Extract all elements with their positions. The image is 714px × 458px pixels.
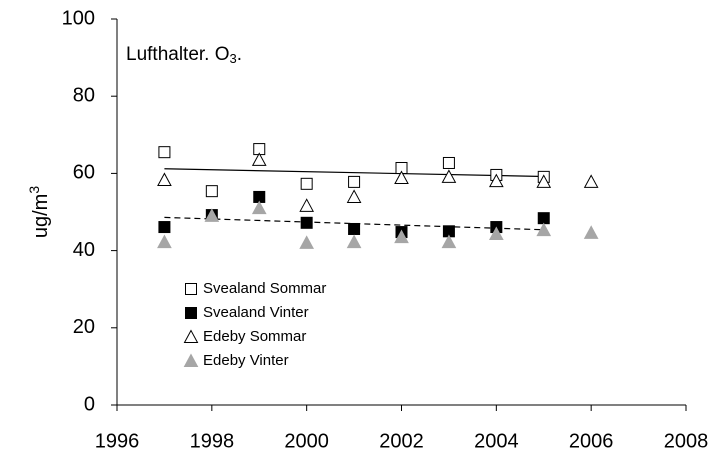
point [583, 225, 599, 239]
y-tick-label: 20 [73, 316, 95, 338]
point [394, 170, 409, 185]
legend-label: Svealand Sommar [203, 280, 326, 297]
point [348, 175, 361, 188]
title-end: . [237, 44, 242, 65]
point [158, 146, 171, 159]
point [537, 212, 550, 225]
point [300, 177, 313, 190]
x-tick-label: 2008 [664, 430, 709, 452]
point [348, 222, 361, 235]
legend-marker [185, 307, 197, 319]
legend-marker [185, 283, 197, 295]
point [299, 198, 315, 212]
title-sub: 3 [230, 51, 237, 66]
x-tick-label: 2004 [474, 430, 519, 452]
y-label-text: ug/m [30, 194, 52, 238]
y-tick-label: 0 [84, 393, 95, 415]
x-tick-label: 1998 [190, 430, 235, 452]
y-tick-label: 40 [73, 239, 95, 261]
y-tick-label: 100 [62, 7, 95, 29]
point [157, 172, 172, 186]
legend-marker [183, 329, 199, 343]
x-tick-label: 1996 [95, 430, 140, 452]
legend-marker [183, 353, 199, 367]
chart-title: Lufthalter. O3. [126, 44, 242, 66]
point [536, 222, 552, 237]
point [251, 200, 267, 215]
point [300, 216, 313, 229]
y-label-sup: 3 [26, 186, 42, 194]
y-tick-label: 80 [73, 84, 95, 106]
point [488, 226, 504, 241]
legend-label: Edeby Vinter [203, 352, 289, 369]
legend-label: Edeby Sommar [203, 328, 306, 345]
point [442, 156, 455, 169]
x-tick-label: 2000 [284, 430, 329, 452]
y-tick-label: 60 [73, 162, 95, 184]
point [158, 221, 171, 234]
x-tick-label: 2002 [379, 430, 424, 452]
point [157, 234, 172, 249]
title-text: Lufthalter. O [126, 44, 230, 65]
point [346, 189, 362, 203]
point [204, 208, 220, 222]
point [536, 174, 552, 188]
point [441, 169, 457, 183]
legend-label: Svealand Vinter [203, 304, 309, 321]
point [394, 229, 409, 244]
x-tick-label: 2006 [569, 430, 614, 452]
y-axis-label: ug/m3 [26, 186, 53, 238]
trend-line [164, 216, 544, 231]
point [346, 234, 362, 249]
point [251, 152, 267, 166]
point [441, 234, 457, 249]
point [299, 235, 315, 249]
point [583, 174, 599, 188]
trend-line [164, 168, 544, 178]
point [488, 173, 504, 188]
point [205, 185, 218, 198]
